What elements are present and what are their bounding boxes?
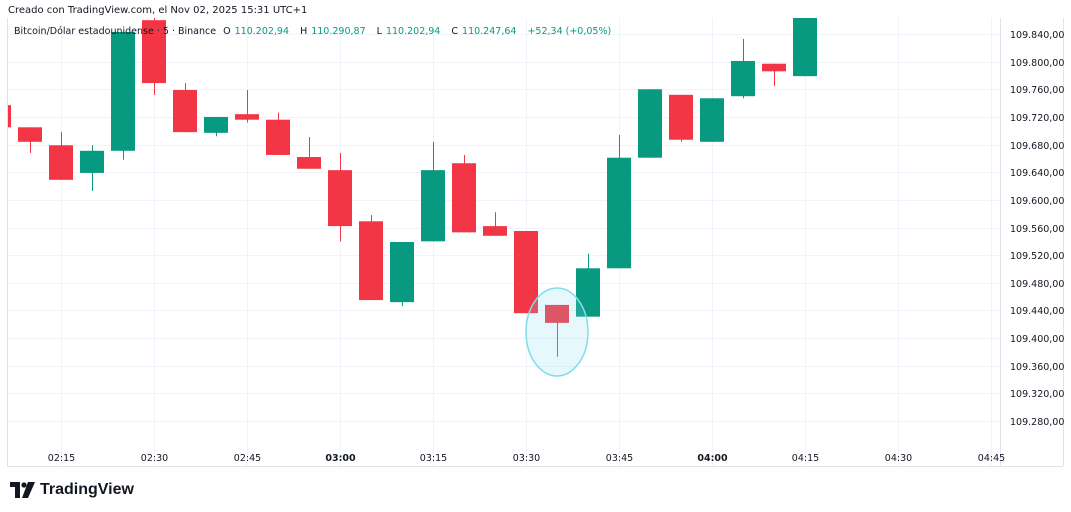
price-tick-label: 109.600,00 bbox=[1010, 196, 1064, 207]
created-caption: Creado con TradingView.com, el Nov 02, 2… bbox=[8, 5, 308, 16]
candle-body bbox=[49, 145, 73, 180]
time-axis[interactable]: 02:15 02:30 02:45 03:00 03:15 03:30 03:45 04:00… bbox=[48, 453, 1005, 464]
candle bbox=[204, 116, 228, 137]
price-tick-label: 109.280,00 bbox=[1010, 417, 1064, 428]
candle bbox=[607, 134, 631, 269]
time-tick-label: 04:30 bbox=[885, 453, 912, 464]
candle-body bbox=[18, 127, 42, 142]
candle-body bbox=[793, 18, 817, 77]
candle bbox=[390, 242, 414, 307]
price-tick-label: 109.640,00 bbox=[1010, 168, 1064, 179]
candle bbox=[762, 63, 786, 86]
candle-body bbox=[111, 31, 135, 151]
candle bbox=[793, 18, 817, 77]
candle-body bbox=[731, 60, 755, 97]
candle-body bbox=[390, 242, 414, 303]
symbol-name: Bitcoin/Dólar estadounidense · 5 · Binan… bbox=[14, 26, 217, 37]
time-tick-label: 03:45 bbox=[606, 453, 633, 464]
candle bbox=[297, 136, 321, 169]
candle-body bbox=[359, 221, 383, 301]
candle-body bbox=[638, 89, 662, 158]
candle bbox=[235, 89, 259, 123]
candle-body bbox=[297, 157, 321, 169]
candle-body bbox=[700, 98, 724, 142]
candle-body bbox=[173, 89, 197, 133]
candle-body bbox=[607, 157, 631, 269]
candle bbox=[669, 94, 693, 142]
time-tick-label: 02:45 bbox=[234, 453, 261, 464]
time-tick-label: 03:30 bbox=[513, 453, 540, 464]
candle bbox=[49, 132, 73, 180]
price-axis[interactable]: 109.840,00 109.800,00 109.760,00 109.720,00… bbox=[1010, 30, 1064, 428]
candle-body bbox=[328, 170, 352, 227]
symbol-legend: Bitcoin/Dólar estadounidense · 5 · Binan… bbox=[14, 26, 615, 37]
candle bbox=[328, 152, 352, 242]
tradingview-logo[interactable]: TradingView bbox=[10, 481, 134, 499]
time-tick-label: 03:15 bbox=[420, 453, 447, 464]
candle-body bbox=[142, 20, 166, 84]
price-tick-label: 109.800,00 bbox=[1010, 58, 1064, 69]
candle bbox=[111, 31, 135, 160]
candle-body bbox=[7, 105, 11, 128]
candle-body bbox=[514, 230, 538, 314]
candle bbox=[421, 141, 445, 242]
candle-body bbox=[421, 170, 445, 242]
price-tick-label: 109.440,00 bbox=[1010, 306, 1064, 317]
candle bbox=[576, 253, 600, 317]
time-tick-label: 02:15 bbox=[48, 453, 75, 464]
low-value: L 110.202,94 bbox=[376, 26, 441, 37]
logo-text: TradingView bbox=[40, 481, 134, 498]
tradingview-logo-icon bbox=[10, 482, 35, 498]
candle-body bbox=[80, 150, 104, 173]
grid bbox=[7, 18, 1000, 466]
candle bbox=[731, 38, 755, 99]
price-tick-label: 109.680,00 bbox=[1010, 141, 1064, 152]
change-value: +52,34 (+0,05%) bbox=[527, 26, 612, 37]
candle bbox=[700, 98, 724, 142]
candle-body bbox=[483, 226, 507, 236]
price-tick-label: 109.360,00 bbox=[1010, 362, 1064, 373]
price-tick-label: 109.720,00 bbox=[1010, 113, 1064, 124]
open-value: O 110.202,94 bbox=[223, 26, 290, 37]
candle bbox=[142, 18, 166, 95]
candle bbox=[483, 212, 507, 236]
time-tick-label: 03:00 bbox=[325, 453, 356, 464]
candle-body bbox=[204, 116, 228, 133]
close-value: C 110.247,64 bbox=[451, 26, 517, 37]
candle-body bbox=[669, 94, 693, 140]
candle bbox=[359, 215, 383, 301]
price-tick-label: 109.560,00 bbox=[1010, 224, 1064, 235]
candle-body bbox=[235, 114, 259, 120]
candle-body bbox=[762, 63, 786, 72]
candles bbox=[7, 18, 817, 357]
highlight-ellipse[interactable] bbox=[525, 287, 589, 377]
candle bbox=[545, 304, 569, 357]
candle-body bbox=[576, 268, 600, 317]
candle bbox=[18, 127, 42, 153]
price-tick-label: 109.320,00 bbox=[1010, 389, 1064, 400]
price-tick-label: 109.760,00 bbox=[1010, 85, 1064, 96]
candle bbox=[452, 154, 476, 233]
time-tick-label: 04:15 bbox=[792, 453, 819, 464]
candle-body bbox=[266, 119, 290, 155]
price-tick-label: 109.520,00 bbox=[1010, 251, 1064, 262]
candle bbox=[638, 89, 662, 158]
time-tick-label: 02:30 bbox=[141, 453, 168, 464]
price-tick-label: 109.480,00 bbox=[1010, 279, 1064, 290]
candle bbox=[80, 145, 104, 191]
price-tick-label: 109.840,00 bbox=[1010, 30, 1064, 41]
candle bbox=[266, 112, 290, 155]
candle bbox=[173, 83, 197, 133]
candle-body bbox=[452, 163, 476, 233]
candle bbox=[7, 105, 11, 128]
candle bbox=[514, 230, 538, 314]
time-tick-label: 04:00 bbox=[697, 453, 728, 464]
high-value: H 110.290,87 bbox=[300, 26, 366, 37]
time-tick-label: 04:45 bbox=[978, 453, 1005, 464]
price-tick-label: 109.400,00 bbox=[1010, 334, 1064, 345]
candle-body bbox=[545, 304, 569, 323]
